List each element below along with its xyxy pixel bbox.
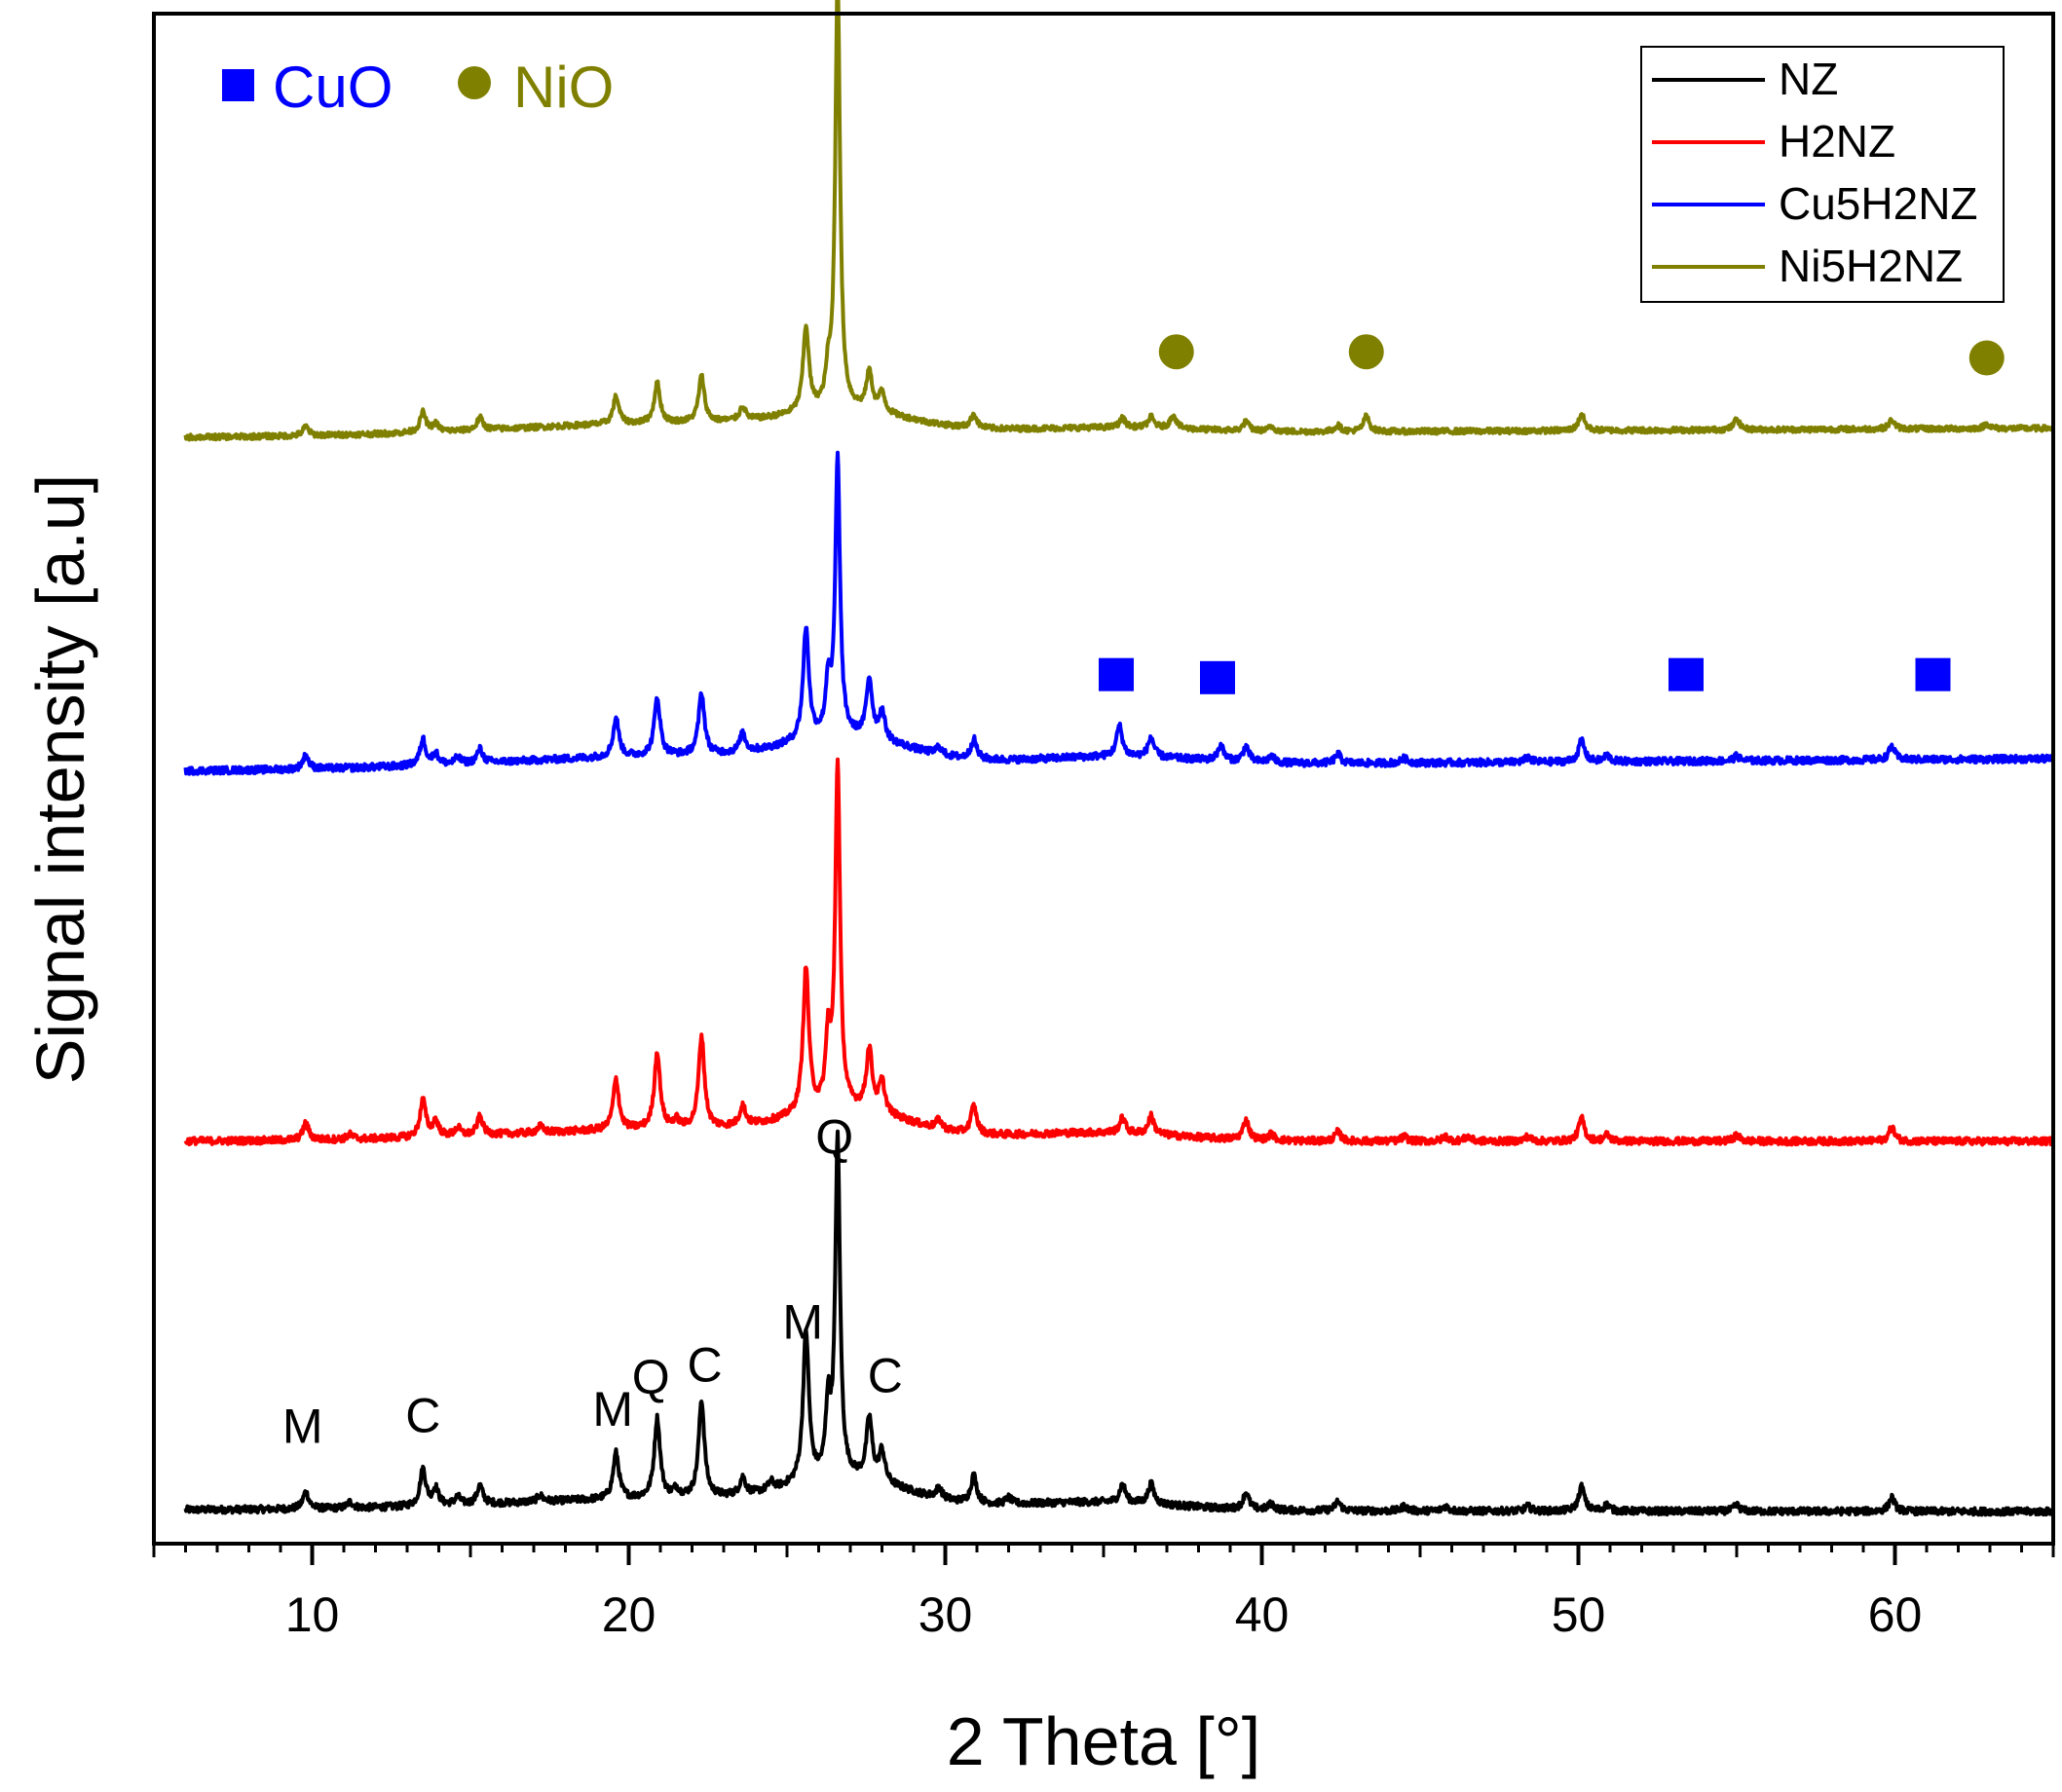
nio-marker (1158, 334, 1194, 370)
nio-marker (1968, 340, 2005, 376)
phase-label: C (868, 1348, 903, 1402)
series-line-h2nz (183, 757, 2055, 1147)
nio-marker (1348, 334, 1384, 370)
x-tick-label: 50 (1552, 1587, 1606, 1642)
legend-label-ni5h2nz: Ni5H2NZ (1779, 241, 1963, 291)
nio-legend-circle (458, 66, 491, 99)
phase-label: C (405, 1388, 440, 1442)
phase-label: M (282, 1399, 323, 1453)
series-line-ni5h2nz (183, 0, 2055, 442)
legend-box (1640, 46, 2005, 303)
phase-label: Q (815, 1109, 853, 1164)
x-tick-label: 60 (1868, 1587, 1923, 1642)
x-axis-title: 2 Theta [°] (947, 1703, 1260, 1779)
phase-label: M (592, 1382, 633, 1437)
phase-marker-legend: CuO NiO (222, 55, 614, 120)
y-axis-title: Signal intensity [a.u] (22, 474, 98, 1084)
phase-label: Q (632, 1350, 670, 1404)
nio-legend-label: NiO (513, 55, 614, 120)
cuo-marker (1200, 660, 1235, 694)
phase-label: C (687, 1337, 722, 1392)
series-line-cu5h2nz (183, 450, 2055, 776)
x-tick-label: 10 (285, 1587, 340, 1642)
x-axis: 10 20 30 40 50 60 (152, 1544, 2055, 1642)
x-tick-label: 20 (602, 1587, 656, 1642)
series-line-nz (183, 1129, 2055, 1517)
cuo-marker (1099, 657, 1134, 691)
phase-label: M (782, 1294, 823, 1349)
x-tick-label: 30 (919, 1587, 973, 1642)
legend: NZ H2NZ Cu5H2NZ Ni5H2NZ (1640, 46, 2005, 303)
legend-label-h2nz: H2NZ (1779, 116, 1895, 167)
cuo-marker (1668, 657, 1704, 691)
cuo-legend-square (222, 69, 254, 101)
legend-label-cu5h2nz: Cu5H2NZ (1779, 178, 1978, 229)
cuo-legend-label: CuO (273, 55, 393, 120)
legend-label-nz: NZ (1779, 54, 1838, 104)
x-tick-label: 40 (1235, 1587, 1290, 1642)
cuo-marker (1915, 657, 1951, 691)
series-layer (183, 0, 2055, 1517)
